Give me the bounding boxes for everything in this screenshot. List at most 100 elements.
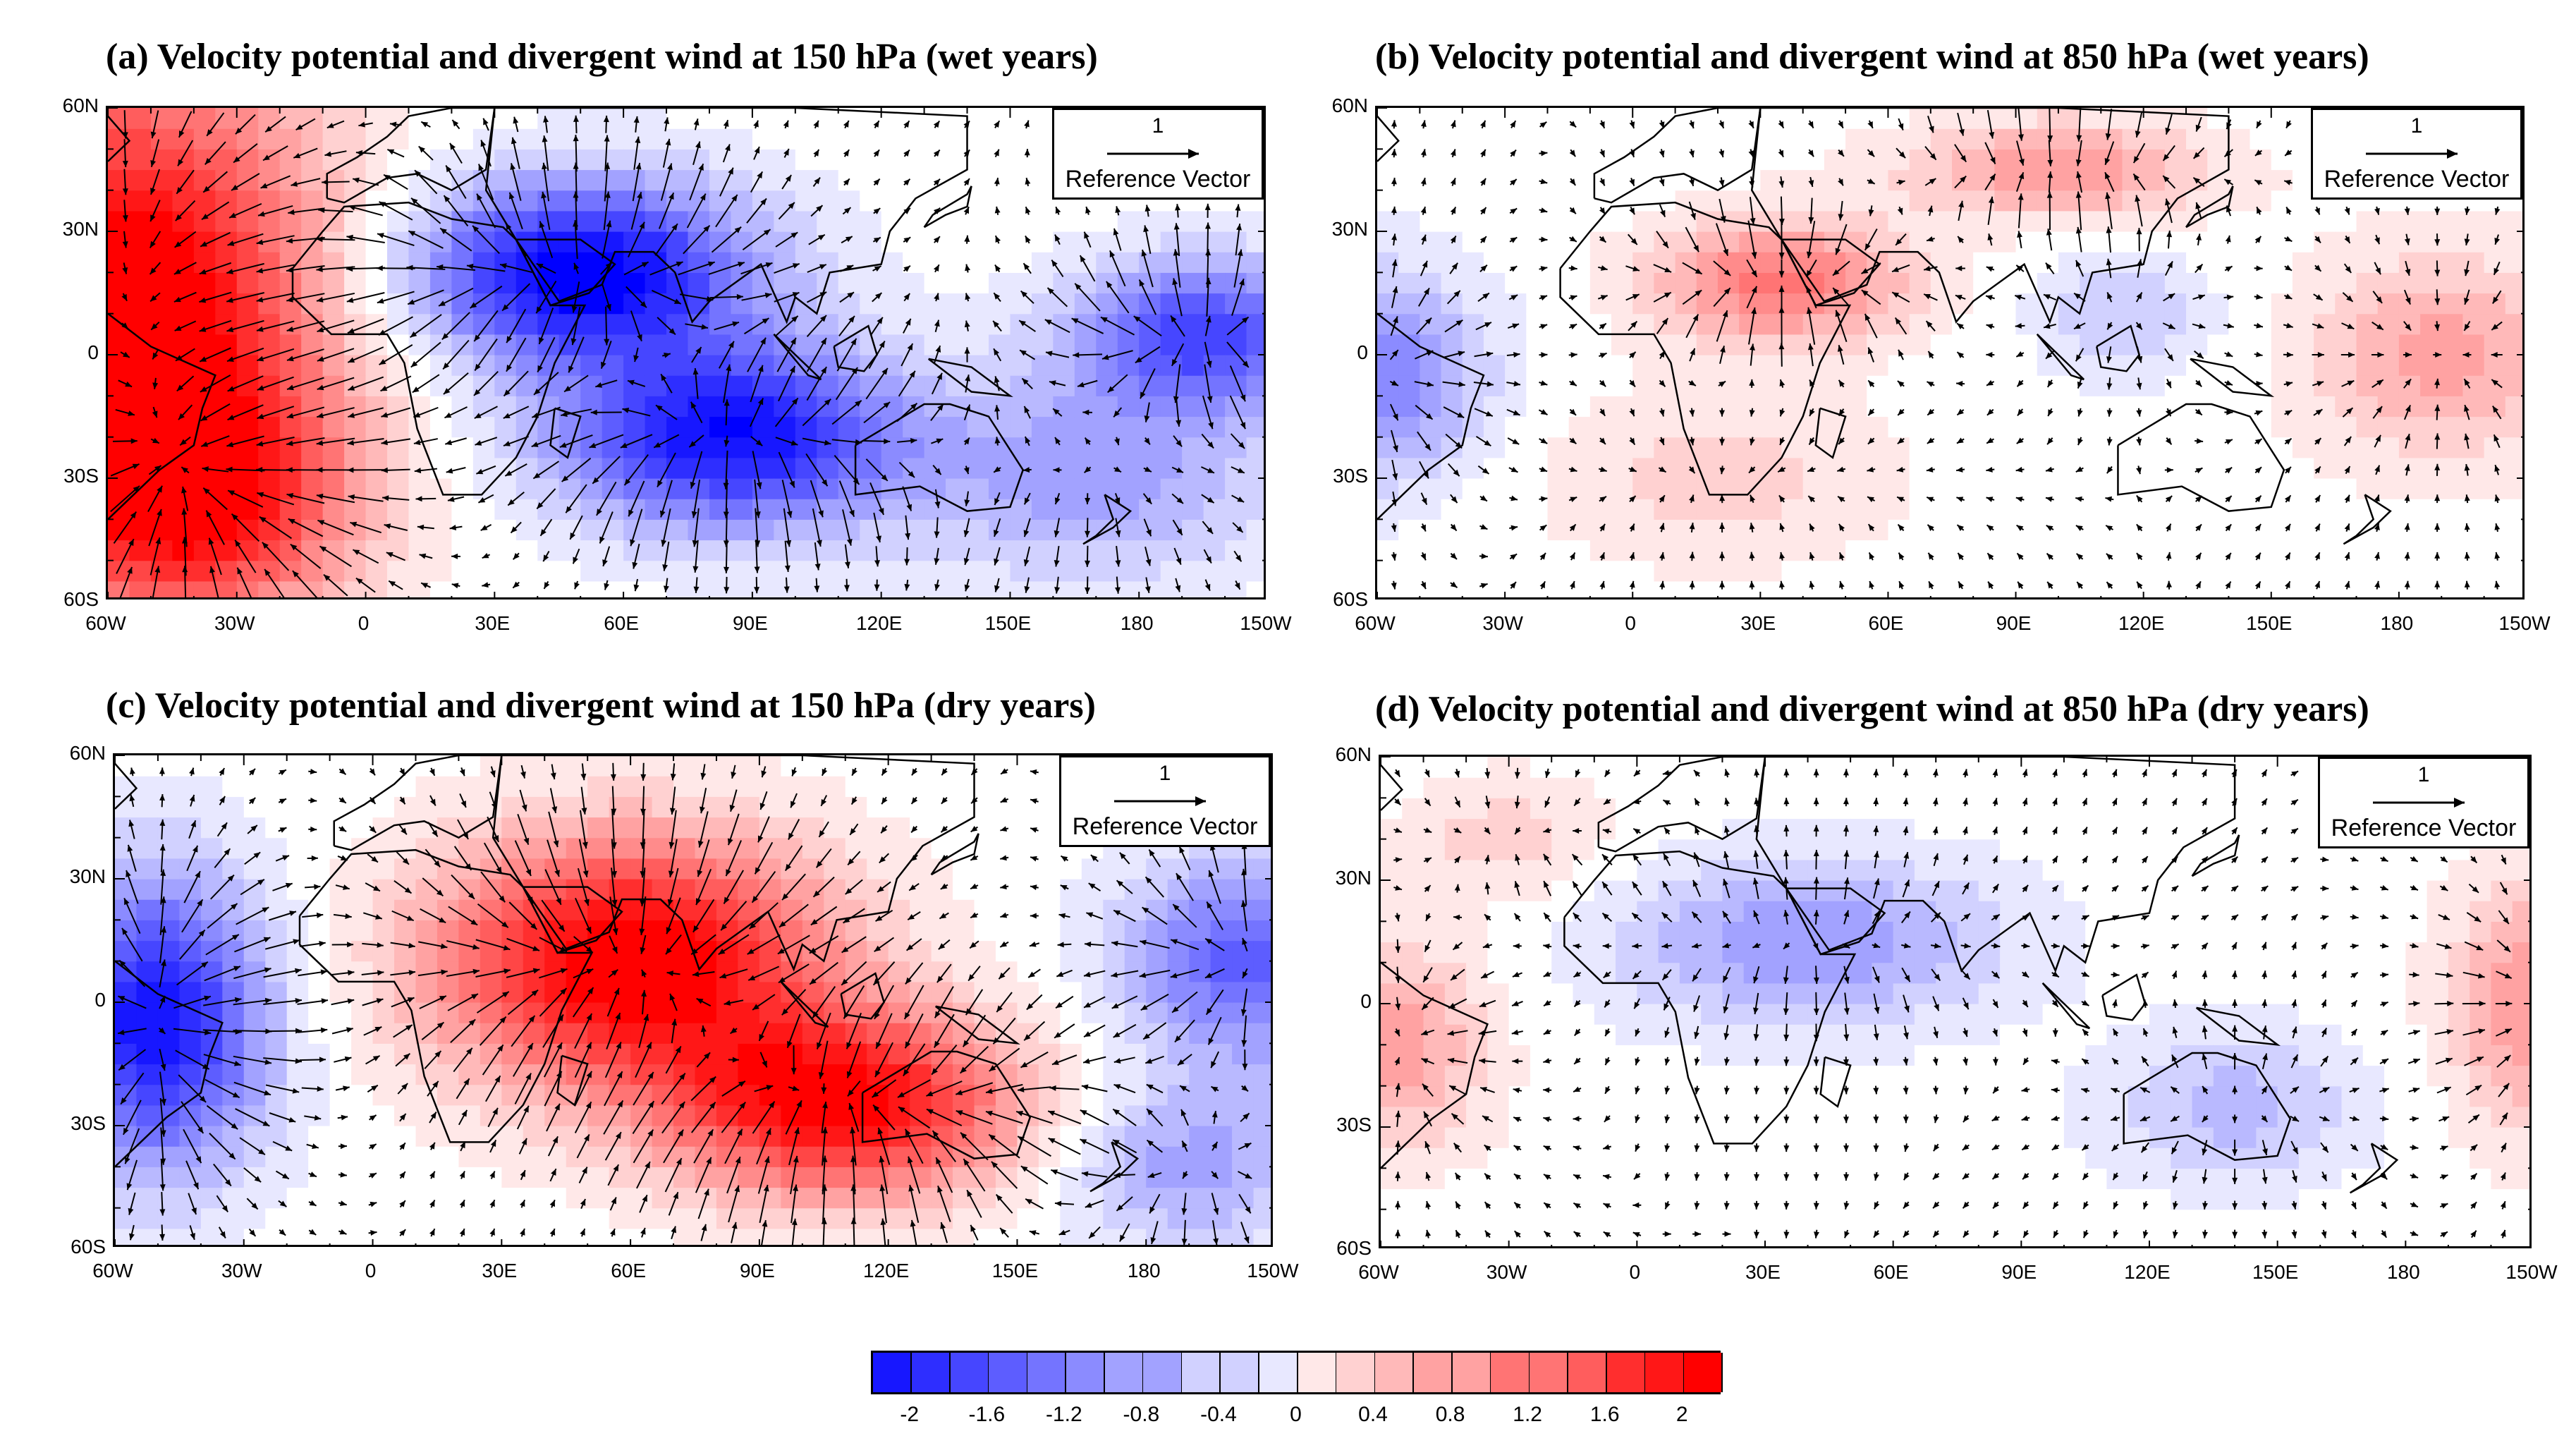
wind-vector-head — [2257, 207, 2262, 214]
wind-vector-head — [873, 1104, 880, 1112]
wind-vector-head — [2494, 494, 2501, 502]
wind-vector — [909, 1184, 920, 1223]
wind-vector-head — [1424, 858, 1432, 863]
wind-vector-head — [1030, 769, 1037, 775]
wind-vector-head — [613, 1164, 619, 1172]
wind-vector-head — [121, 293, 128, 301]
wind-vector-head — [2232, 1085, 2238, 1092]
wind-vector-head — [201, 961, 208, 968]
wind-vector-head — [1020, 1061, 1028, 1068]
wind-vector-head — [1754, 1231, 1760, 1238]
wind-vector — [579, 810, 587, 849]
wind-vector-head — [855, 439, 862, 445]
wind-vector-head — [1962, 1115, 1970, 1123]
wind-vector-head — [934, 501, 941, 509]
wind-vector-head — [1778, 181, 1785, 188]
wind-vector-head — [2051, 1087, 2058, 1093]
wind-vector-head — [2045, 262, 2052, 270]
wind-vector-head — [202, 466, 209, 473]
wind-vector-head — [2016, 264, 2023, 272]
wind-vector-head — [732, 1057, 739, 1063]
wind-vector-head — [1778, 343, 1785, 350]
wind-vector-head — [1569, 437, 1577, 444]
wind-vector-head — [994, 405, 1001, 412]
wind-vector-head — [845, 888, 853, 894]
wind-vector-head — [991, 1161, 999, 1169]
wind-vector-head — [640, 842, 646, 849]
wind-vector-head — [970, 1224, 976, 1232]
wind-vector-head — [480, 140, 487, 147]
wind-vector-head — [413, 412, 421, 418]
wind-vector-head — [819, 315, 826, 322]
wind-vector-head — [1543, 1116, 1551, 1122]
wind-vector-head — [2464, 433, 2470, 441]
wind-vector-head — [373, 885, 380, 891]
wind-vector-head — [873, 150, 880, 157]
wind-vector-head — [851, 797, 857, 805]
wind-vector-head — [1929, 178, 1936, 185]
wind-vector-head — [1724, 769, 1730, 777]
wind-vector-head — [126, 870, 131, 877]
wind-vector-head — [233, 1060, 241, 1066]
wind-vector — [178, 1074, 207, 1103]
wind-vector-head — [1962, 1030, 1968, 1037]
wind-vector-head — [1510, 121, 1516, 128]
wind-vector — [203, 1054, 242, 1066]
wind-vector-head — [1424, 1111, 1429, 1119]
wind-vector-head — [1632, 943, 1639, 949]
wind-vector-head — [731, 194, 738, 202]
wind-vector-head — [503, 413, 511, 419]
coastline — [1381, 764, 1403, 811]
wind-vector — [776, 337, 797, 372]
wind-vector-head — [761, 770, 767, 778]
wind-vector-head — [1113, 1172, 1121, 1179]
wind-vector-head — [1629, 552, 1635, 559]
wind-vector-head — [1083, 971, 1091, 978]
wind-vector-head — [2257, 121, 2262, 128]
wind-vector-head — [667, 163, 673, 171]
wind-vector-head — [1073, 352, 1080, 358]
wind-vector — [726, 1156, 741, 1194]
wind-vector-head — [227, 356, 234, 362]
wind-vector-head — [234, 997, 242, 1003]
wind-vector-head — [605, 262, 612, 269]
wind-vector-head — [2202, 915, 2209, 921]
wind-vector-head — [701, 324, 708, 330]
wind-vector-head — [1933, 1201, 1940, 1209]
wind-vector-head — [1751, 307, 1757, 315]
wind-vector-head — [2316, 323, 2324, 329]
wind-vector-head — [2052, 1030, 2058, 1037]
coastline — [2036, 333, 2085, 381]
wind-vector-head — [1629, 178, 1635, 186]
wind-vector-head — [2346, 295, 2353, 302]
wind-vector-head — [1695, 268, 1702, 274]
wind-vector-head — [1058, 1229, 1066, 1236]
wind-vector-head — [1543, 971, 1551, 977]
wind-vector-head — [432, 1080, 439, 1088]
wind-vector-head — [1421, 1058, 1429, 1064]
wind-vector-head — [322, 179, 329, 185]
wind-vector-head — [2197, 352, 2204, 359]
wind-vector — [226, 292, 264, 303]
wind-vector-head — [1484, 801, 1491, 809]
wind-vector — [257, 406, 295, 420]
wind-vector-head — [1723, 879, 1728, 886]
wind-vector-head — [256, 267, 264, 274]
wind-vector — [874, 985, 895, 1020]
wind-vector-head — [201, 442, 209, 447]
coastline — [115, 762, 138, 810]
wind-vector-head — [661, 374, 667, 382]
wind-vector-head — [769, 1101, 775, 1109]
wind-vector-head — [897, 1092, 905, 1097]
wind-vector-head — [1602, 854, 1609, 861]
wind-vector-head — [726, 364, 732, 372]
wind-vector-head — [1927, 497, 1934, 502]
wind-vector-head — [1149, 849, 1155, 857]
wind-vector-head — [437, 264, 444, 270]
wind-vector — [604, 1042, 622, 1078]
wind-vector-head — [1629, 580, 1635, 588]
wind-vector-head — [1205, 315, 1211, 323]
wind-vector-head — [1513, 1116, 1521, 1123]
wind-vector — [235, 1108, 270, 1127]
wind-vector-head — [537, 502, 544, 509]
